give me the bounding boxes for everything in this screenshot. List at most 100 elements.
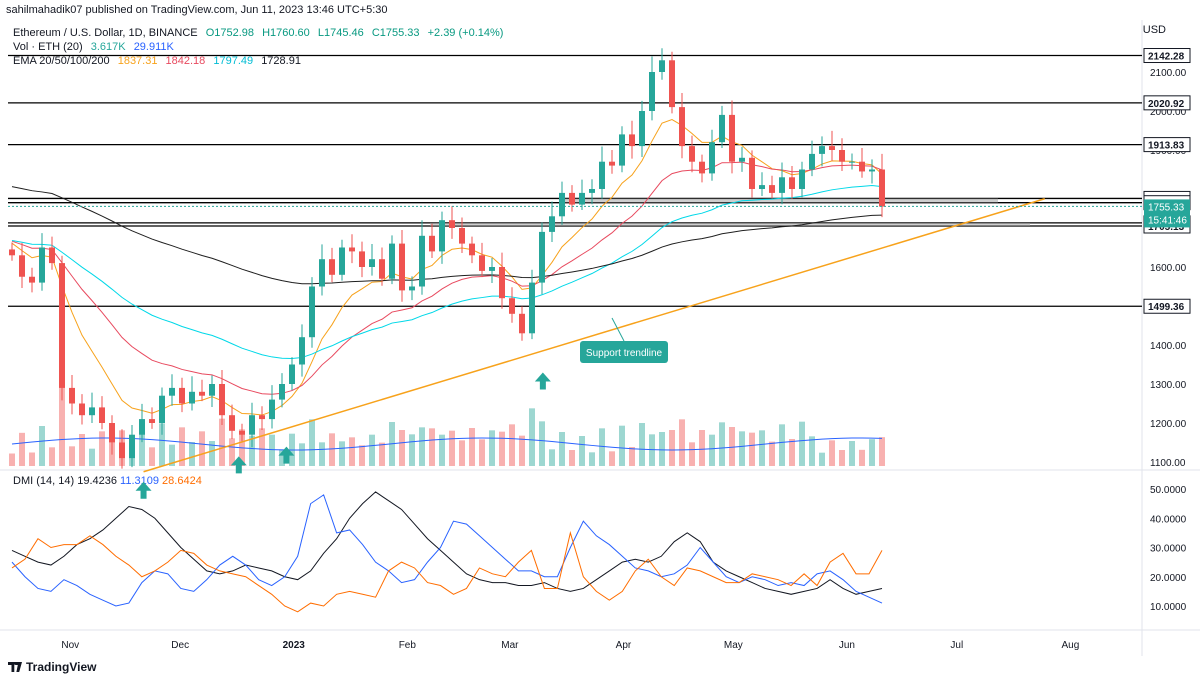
candle (659, 60, 665, 72)
ema-label[interactable]: EMA 20/50/100/200 (13, 55, 110, 67)
ema200-value: 1728.91 (261, 55, 301, 67)
trendline-callout[interactable] (580, 341, 668, 363)
candle (719, 114, 725, 143)
candle (69, 387, 75, 404)
y-tick-label: 1100.00 (1150, 458, 1186, 469)
callout-pointer (611, 317, 625, 342)
volume-bar (489, 430, 495, 466)
candle (639, 111, 645, 147)
candle (409, 286, 415, 291)
volume-label[interactable]: Vol · ETH (20) (13, 41, 83, 53)
volume-bar (809, 436, 815, 466)
candle (439, 220, 445, 252)
x-tick-label: Aug (1061, 640, 1079, 651)
candle (569, 192, 575, 205)
x-tick-label: Nov (61, 640, 79, 651)
x-tick-label: May (724, 640, 743, 651)
volume-bar (669, 430, 675, 466)
trendline-callout-text: Support trendline (586, 348, 663, 359)
volume-bar (479, 439, 485, 466)
candle (459, 228, 465, 244)
candle (219, 384, 225, 416)
ema50-value: 1842.18 (165, 55, 206, 67)
volume-bar (499, 431, 505, 466)
volume-bar (169, 444, 175, 466)
volume-bar (839, 450, 845, 466)
volume-bar (99, 431, 105, 466)
up-arrow-icon (534, 372, 551, 390)
tradingview-logo-icon (8, 662, 22, 672)
volume-bar (739, 431, 745, 466)
volume-bar (449, 430, 455, 466)
candle (839, 150, 845, 162)
volume-bar (369, 434, 375, 466)
candle (449, 220, 455, 228)
volume-bar (699, 430, 705, 466)
candle (249, 415, 255, 435)
candle (79, 403, 85, 416)
candle (129, 434, 135, 459)
candle (809, 153, 815, 170)
up-arrow-icon (230, 456, 247, 474)
dmi-tick-label: 40.0000 (1150, 514, 1187, 525)
candle (229, 415, 235, 431)
candle (499, 267, 505, 299)
resistance-zone (560, 198, 998, 203)
candle (189, 391, 195, 404)
plus-di-line (11, 494, 883, 607)
x-tick-label: Feb (399, 640, 417, 651)
candle (149, 419, 155, 423)
candle (59, 263, 65, 388)
y-tick-label: 1400.00 (1150, 341, 1187, 352)
candle (139, 419, 145, 435)
x-tick-label: 2023 (283, 640, 306, 651)
candle (609, 161, 615, 166)
support-trendline (143, 198, 1045, 473)
candle (769, 185, 775, 193)
candle (269, 399, 275, 420)
candle (239, 430, 245, 435)
candle (489, 267, 495, 271)
ema20-value: 1837.31 (117, 55, 158, 67)
candle (399, 243, 405, 291)
volume-bar (609, 451, 615, 466)
volume-bar (219, 418, 225, 466)
candle (689, 146, 695, 162)
volume-bar (789, 439, 795, 466)
low-value: L1745.46 (317, 27, 364, 39)
candle (109, 423, 115, 443)
volume-bar (319, 442, 325, 466)
volume-bar (549, 449, 555, 466)
volume-bar (629, 447, 635, 466)
symbol-title[interactable]: Ethereum / U.S. Dollar, 1D, BINANCE (13, 27, 198, 39)
adx-line (11, 491, 883, 595)
candle (599, 161, 605, 189)
candle (49, 247, 55, 264)
support-zone (430, 222, 1030, 226)
published-line: sahilmahadik07 published on TradingView.… (6, 4, 388, 16)
dmi-tick-label: 20.0000 (1150, 573, 1187, 584)
candle (559, 192, 565, 217)
volume-bar (329, 433, 335, 466)
candle (709, 142, 715, 174)
volume-bar (849, 441, 855, 466)
volume-bar (529, 408, 535, 466)
volume-bar (689, 442, 695, 466)
candle (369, 259, 375, 267)
volume-bar (89, 448, 95, 466)
candle (169, 387, 175, 396)
candle (479, 255, 485, 271)
candle (319, 259, 325, 287)
volume-bar (79, 434, 85, 466)
dmi-legend: DMI (14, 14) 19.4236 11.3109 28.6424 (13, 475, 202, 487)
volume-bar (189, 442, 195, 466)
candle (729, 114, 735, 162)
candle (289, 364, 295, 384)
volume-bar (59, 386, 65, 466)
volume-bar (509, 424, 515, 466)
candle (209, 384, 215, 396)
candle (179, 387, 185, 404)
candle (629, 134, 635, 147)
dmi-label[interactable]: DMI (14, 14) (13, 475, 75, 487)
